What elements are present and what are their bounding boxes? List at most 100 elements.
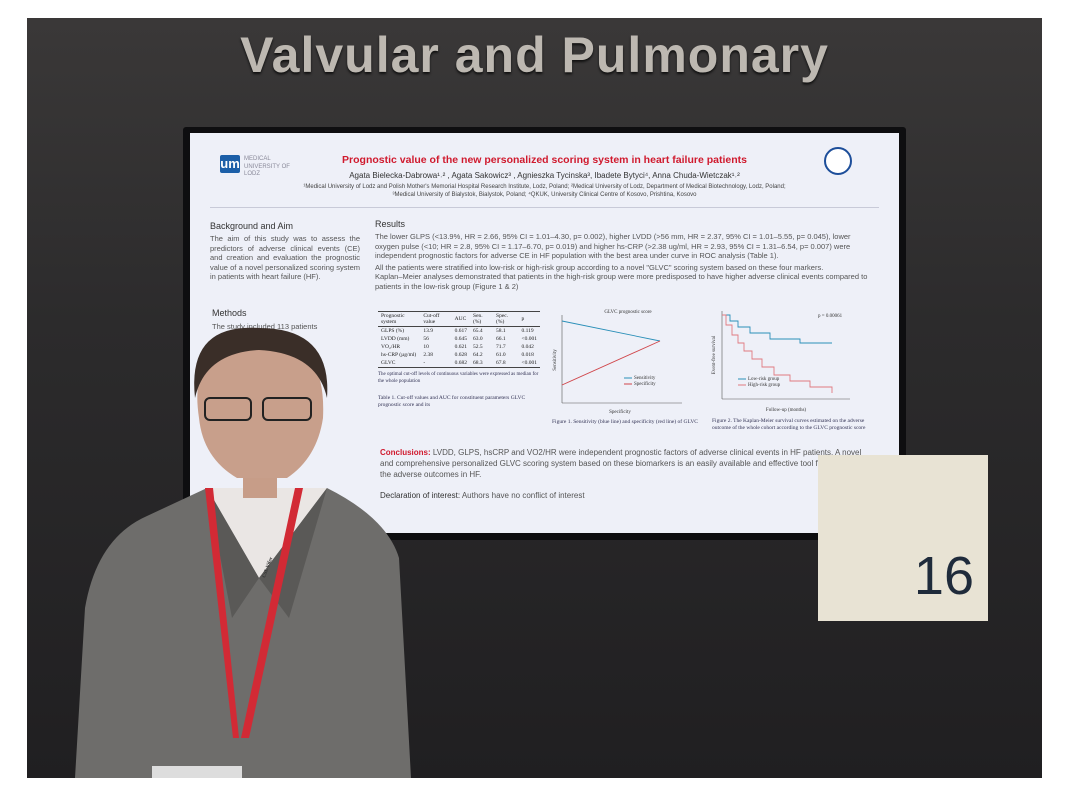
poster-title: Prognostic value of the new personalized… [342,154,747,166]
table-cell: <0.001 [521,336,537,342]
table-cell: 63.0 [473,336,483,342]
table-cell: 0.119 [521,328,534,334]
table-cell: GLPS (%) [381,328,405,334]
table-cell: 0.682 [454,360,468,366]
table-row: GLVC - 0.682 68.3 67.8 <0.001 [378,359,540,368]
lanyard-strap [205,488,239,738]
table-row: VO₂/HR 10 0.621 52.5 71.7 0.042 [378,343,540,351]
legend-label: High-risk group [748,383,781,388]
table-cell: 2.38 [423,352,433,358]
table-cell: 58.1 [496,328,506,334]
legend-label: Low-risk group [748,377,780,382]
x-axis-label: Follow-up (months) [766,408,806,413]
figure-1: GLVC prognostic score Sensitivity Specif… [553,310,682,415]
high-risk-curve [722,314,833,393]
table-cell: 71.7 [496,344,506,350]
table-cell: 13.9 [423,328,433,334]
column-header: p [521,316,525,322]
wall-sign: Valvular and Pulmonary [240,27,829,83]
table-cell: 0.621 [454,344,468,350]
conclusions-text: LVDD, GLPS, hsCRP and VO2/HR were indepe… [380,448,862,479]
placard: 16 [818,455,988,621]
logo-mark: um [220,155,240,173]
y-axis-label: Sensitivity [553,349,558,371]
affiliation: ³Medical University of Bialystok, Bialys… [392,192,697,198]
section-heading: Methods [212,308,247,318]
table-cell: 66.1 [496,336,506,342]
legend-label: Specificity [634,382,656,387]
table-cell: 61.0 [496,352,506,358]
p-value: p = 0.00061 [818,314,843,319]
paragraph: Kaplan–Meier analyses demonstrated that … [375,272,868,291]
low-risk-curve [722,314,832,344]
hair [194,327,328,398]
column-header: Spec. (%) [496,313,509,325]
table-row: LVDD (mm) 56 0.645 63.0 66.1 <0.001 [378,335,540,343]
affiliation: ¹Medical University of Lodz and Polish M… [303,184,786,190]
x-axis-label: Specificity [609,410,631,415]
photo: Valvular and Pulmonary um MEDICAL UNIVER… [27,18,1042,778]
emblem [824,147,852,175]
glasses [262,397,312,421]
table-caption: Table 1. Cut-off values and AUC for cons… [378,395,526,408]
table-cell: 0.617 [454,328,468,334]
column-header: Cut-off value [423,313,440,325]
table-cell: GLVC [381,360,396,366]
board-number: 16 [913,546,974,606]
table-cell: 67.8 [496,360,506,366]
logo-text: MEDICAL UNIVERSITY OF LODZ [244,156,290,177]
legend-label: Sensitivity [634,376,656,381]
person: CSL Vifor [75,327,411,778]
section-heading: Background and Aim [210,221,294,231]
table-cell: - [423,360,426,366]
sensitivity-line [561,320,661,342]
figure-2: p = 0.00061 Low-risk group High-risk gro… [712,311,850,413]
table-cell: 0.645 [454,336,468,342]
table-cell: 64.2 [473,352,483,358]
table-cell: <0.001 [521,360,537,366]
conclusions-heading: Conclusions: [380,448,431,457]
conclusions: Conclusions: LVDD, GLPS, hsCRP and VO2/H… [380,447,870,480]
table-row: hs-CRP (µg/ml) 2.38 0.628 64.2 61.0 0.018 [378,351,540,359]
section-heading: Results [375,219,406,229]
table-block: Prognostic system Cut-off value AUC Sen. (%… [378,311,540,409]
declaration-text: Authors have no conflict of interest [461,491,585,500]
figure-caption: Figure 1. Sensitivity (blue line) and sp… [552,419,698,425]
table-cell: VO₂/HR [381,344,401,350]
table-cell: 0.042 [521,344,534,350]
declaration-heading: Declaration of interest: [380,491,461,500]
table-cell: 56 [423,336,429,342]
results-table: Prognostic system Cut-off value AUC Sen. (%… [378,311,540,368]
section-text: The study included 113 patients [212,322,318,331]
poster: um MEDICAL UNIVERSITY OF LODZ Prognostic… [190,133,899,533]
results-text: The lower GLPS (<13.9%, HR = 2.66, 95% C… [375,232,870,291]
lapel [207,488,327,618]
section-text: The aim of this study was to assess the … [210,234,360,281]
glasses [204,397,252,421]
jacket [75,488,411,778]
declaration: Declaration of interest: Authors have no… [380,491,585,501]
lanyard-strap [241,488,303,738]
column-header: Sen. (%) [473,313,483,325]
column-header: Prognostic system [381,313,405,325]
table-cell: hs-CRP (µg/ml) [381,352,417,358]
table-cell: 65.4 [473,328,483,334]
table-cell: 10 [423,344,429,350]
table-body: GLPS (%) 13.9 0.617 65.4 58.1 0.119 LVDD (mm) 5… [378,327,540,368]
face [197,336,324,478]
divider [210,207,879,208]
authors: Agata Bielecka-Dabrowa¹˒² , Agata Sakowi… [349,171,740,180]
table-cell: LVDD (mm) [381,336,410,342]
table-row: GLPS (%) 13.9 0.617 65.4 58.1 0.119 [378,327,540,336]
header-row: Prognostic system Cut-off value AUC Sen. (%… [378,311,540,327]
y-axis-label: Event-free survival [712,335,717,374]
table-cell: 0.018 [521,352,534,358]
column-header: AUC [454,316,467,322]
table-cell: 68.3 [473,360,483,366]
figure-caption: Figure 2. The Kaplan-Meier survival curv… [712,418,866,431]
specificity-line [561,340,661,386]
paragraph: All the patients were stratified into lo… [375,262,824,272]
table-note: The optimal cut-off levels of continuous… [378,372,539,384]
table-cell: 52.5 [473,344,483,350]
